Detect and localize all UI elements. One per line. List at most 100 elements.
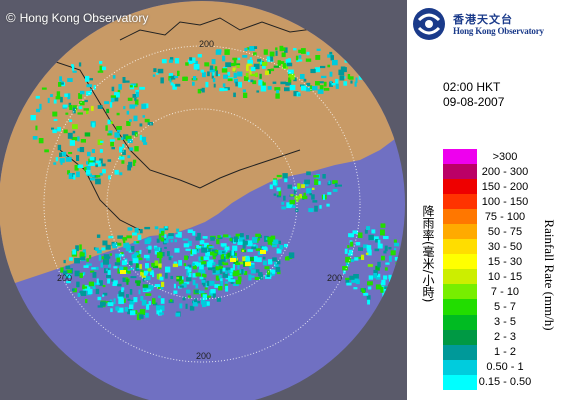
rain-echo bbox=[168, 73, 173, 76]
rain-echo bbox=[367, 286, 372, 290]
rain-echo bbox=[144, 118, 150, 123]
rain-echo bbox=[228, 275, 233, 282]
rain-echo bbox=[233, 60, 237, 66]
rain-echo bbox=[242, 249, 246, 253]
rain-echo bbox=[136, 241, 140, 244]
rain-echo bbox=[95, 266, 99, 270]
rain-echo bbox=[97, 162, 102, 167]
rain-echo bbox=[192, 279, 196, 286]
rain-echo bbox=[218, 259, 223, 266]
rain-echo bbox=[129, 289, 133, 295]
rain-echo bbox=[343, 67, 347, 73]
rain-echo bbox=[86, 258, 89, 262]
rain-echo bbox=[220, 278, 223, 281]
rain-echo bbox=[90, 270, 95, 273]
rain-echo bbox=[385, 262, 390, 265]
rain-echo bbox=[126, 279, 129, 285]
rain-echo bbox=[71, 65, 74, 71]
rain-echo bbox=[217, 268, 223, 274]
rain-echo bbox=[121, 160, 125, 164]
legend-title-english-wrap: Rainfall Rate (mm/h) bbox=[539, 175, 559, 375]
rain-echo bbox=[142, 284, 149, 288]
rain-echo bbox=[350, 80, 353, 84]
legend-swatch bbox=[443, 194, 477, 210]
rain-echo bbox=[114, 96, 119, 102]
rain-echo bbox=[348, 253, 352, 256]
rain-echo bbox=[262, 256, 266, 260]
rain-echo bbox=[100, 140, 104, 143]
rain-echo bbox=[95, 175, 101, 178]
rain-echo bbox=[200, 260, 205, 266]
copyright-icon: © bbox=[6, 10, 16, 25]
rain-echo bbox=[218, 266, 223, 269]
rain-echo bbox=[193, 64, 200, 70]
rain-echo bbox=[273, 193, 277, 196]
rain-echo bbox=[371, 229, 376, 234]
rain-echo bbox=[159, 257, 162, 264]
rain-echo bbox=[305, 87, 311, 92]
rain-echo bbox=[242, 256, 246, 262]
rain-echo bbox=[328, 180, 331, 184]
rain-echo bbox=[141, 299, 147, 306]
rain-echo bbox=[110, 95, 116, 98]
rain-echo bbox=[287, 184, 292, 189]
rain-echo bbox=[95, 178, 101, 185]
rain-echo bbox=[130, 83, 137, 86]
rain-echo bbox=[259, 59, 263, 65]
rain-echo bbox=[187, 295, 191, 299]
rain-echo bbox=[122, 277, 126, 282]
rain-echo bbox=[388, 247, 392, 250]
rain-echo bbox=[114, 169, 119, 175]
rain-echo bbox=[346, 282, 352, 286]
rain-echo bbox=[74, 164, 79, 171]
rain-echo bbox=[59, 158, 65, 163]
rain-echo bbox=[183, 76, 188, 81]
rain-echo bbox=[134, 252, 139, 256]
rain-echo bbox=[357, 232, 363, 238]
rain-echo bbox=[143, 271, 148, 276]
rain-echo bbox=[204, 287, 208, 290]
rain-echo bbox=[313, 175, 319, 178]
rain-echo bbox=[173, 261, 178, 265]
rain-echo bbox=[212, 292, 216, 298]
rain-echo bbox=[118, 84, 122, 90]
rain-echo bbox=[326, 203, 330, 207]
rain-echo bbox=[293, 77, 297, 82]
rain-echo bbox=[173, 283, 176, 289]
rain-echo bbox=[117, 235, 123, 239]
rain-echo bbox=[170, 299, 173, 302]
rain-echo bbox=[254, 72, 258, 78]
legend-swatch bbox=[443, 224, 477, 240]
rain-echo bbox=[373, 273, 377, 279]
rain-echo bbox=[310, 68, 316, 74]
rain-echo bbox=[361, 254, 365, 260]
rain-echo bbox=[146, 289, 151, 292]
rain-echo bbox=[306, 82, 311, 87]
rain-echo bbox=[134, 227, 139, 234]
rain-echo bbox=[115, 253, 121, 259]
rain-echo bbox=[243, 261, 246, 267]
rain-echo bbox=[347, 245, 350, 249]
rain-echo bbox=[121, 137, 124, 140]
legend-swatch bbox=[443, 239, 477, 255]
rain-echo bbox=[300, 74, 305, 80]
rain-echo bbox=[102, 285, 106, 288]
rain-echo bbox=[366, 245, 372, 251]
rain-echo bbox=[314, 179, 319, 185]
rain-echo bbox=[127, 244, 131, 249]
rain-echo bbox=[85, 169, 91, 175]
rain-echo bbox=[132, 94, 138, 98]
rain-echo bbox=[97, 70, 104, 73]
rain-echo bbox=[93, 247, 97, 250]
rain-echo bbox=[205, 81, 209, 88]
rain-echo bbox=[243, 92, 248, 98]
rain-echo bbox=[157, 286, 163, 290]
rain-echo bbox=[169, 57, 174, 61]
rain-echo bbox=[83, 108, 89, 111]
rainfall-legend: >300 200 - 300 150 - 200 100 - 150 75 - 100 5… bbox=[443, 149, 533, 390]
rain-echo bbox=[87, 90, 92, 96]
rain-echo bbox=[225, 285, 229, 292]
rain-echo bbox=[161, 59, 167, 64]
rain-echo bbox=[65, 156, 72, 162]
rain-echo bbox=[272, 239, 279, 245]
